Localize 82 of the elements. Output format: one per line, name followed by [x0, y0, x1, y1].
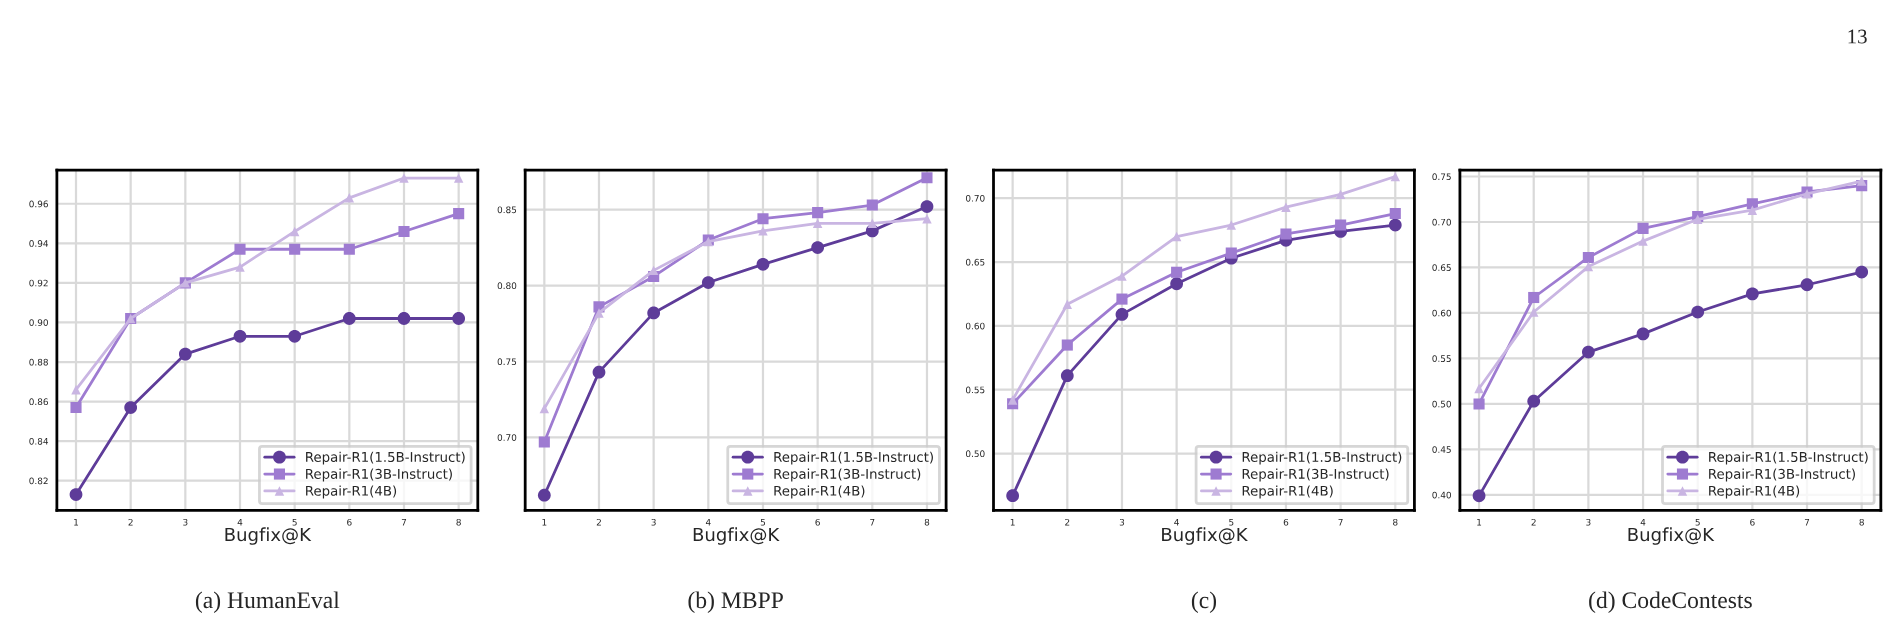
point [453, 173, 464, 183]
point [1691, 305, 1705, 319]
point [1747, 205, 1758, 215]
text: (b) MBPP [688, 591, 783, 613]
point [538, 436, 550, 448]
point [1636, 327, 1650, 341]
point [1637, 222, 1649, 234]
point [1638, 236, 1648, 246]
point [1390, 171, 1401, 182]
point [1281, 202, 1291, 212]
point [235, 262, 245, 272]
x-axis-title: Bugfix@K [225, 527, 312, 545]
point [1389, 207, 1401, 220]
point [1800, 278, 1814, 292]
point [1006, 489, 1020, 503]
point [866, 199, 878, 211]
point [288, 329, 302, 343]
point [1388, 218, 1402, 232]
point [1527, 394, 1541, 408]
point [1335, 189, 1346, 200]
point [594, 308, 604, 318]
point [1583, 261, 1594, 272]
point [1745, 287, 1759, 301]
x-axis-title: Bugfix@K [1628, 527, 1715, 545]
point [234, 243, 246, 255]
point [1335, 219, 1347, 231]
point [1226, 220, 1237, 230]
point [812, 218, 823, 229]
text: (c) [1191, 591, 1217, 613]
x-axis-title: Bugfix@K [1162, 527, 1248, 545]
point [233, 329, 247, 343]
point [1280, 228, 1292, 240]
point [1472, 489, 1486, 503]
x-axis-title: Bugfix@K [693, 527, 780, 545]
point [1060, 369, 1074, 383]
point [1116, 293, 1128, 305]
point [867, 218, 878, 229]
text: (d) CodeContests [1589, 591, 1752, 613]
point [1171, 231, 1182, 242]
point [1062, 299, 1073, 309]
point [1473, 398, 1485, 410]
point [701, 276, 715, 289]
point [1225, 247, 1237, 259]
point [124, 401, 138, 414]
point [1170, 277, 1184, 291]
point [1061, 339, 1073, 351]
point [452, 312, 466, 325]
text: 13 [1848, 29, 1867, 44]
point [1581, 345, 1595, 359]
point [178, 347, 192, 361]
point [812, 207, 824, 219]
point [537, 488, 551, 502]
point [1117, 271, 1127, 281]
point [397, 312, 411, 325]
point [342, 312, 356, 325]
point [1582, 251, 1594, 264]
point [344, 193, 355, 203]
text: (a) HumanEval [195, 591, 340, 613]
point [811, 241, 825, 254]
point [1528, 307, 1539, 317]
point [289, 243, 301, 255]
point [920, 200, 934, 213]
point [289, 226, 300, 237]
point [1856, 176, 1867, 186]
point [398, 225, 410, 238]
point [757, 213, 769, 225]
point [1528, 291, 1540, 304]
point [70, 401, 82, 414]
point [1171, 266, 1183, 278]
point [592, 365, 606, 379]
point [539, 403, 550, 414]
point [453, 208, 465, 220]
point [1115, 308, 1129, 321]
point [69, 488, 83, 501]
point [1855, 265, 1869, 279]
point [921, 172, 933, 184]
point [1007, 395, 1018, 405]
point [399, 173, 409, 183]
point [647, 306, 661, 320]
point [343, 243, 355, 255]
point [756, 257, 770, 271]
point [758, 226, 768, 236]
